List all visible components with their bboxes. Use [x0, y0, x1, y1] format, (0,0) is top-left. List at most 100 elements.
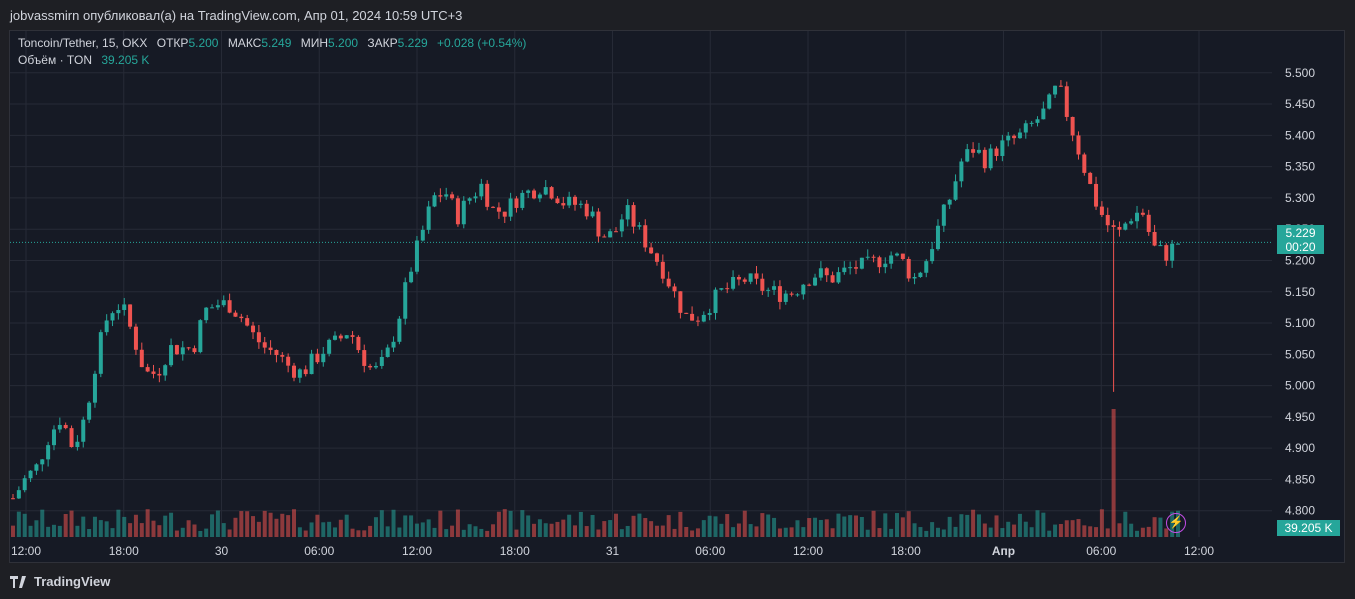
candle-body: [1117, 226, 1122, 230]
volume-bar: [672, 528, 677, 537]
volume-bar: [286, 515, 291, 537]
candle-body: [813, 277, 818, 286]
volume-bar: [736, 523, 741, 537]
candle-body: [935, 225, 940, 250]
candle-body: [1094, 183, 1099, 207]
candle-body: [221, 300, 226, 306]
volume-bar: [227, 529, 232, 537]
volume-bars: [11, 409, 1180, 537]
candle-body: [567, 196, 572, 206]
volume-bar: [830, 528, 835, 537]
time-tick-label: 18:00: [109, 544, 139, 558]
volume-bar: [959, 514, 964, 537]
price-tick-label: 5.400: [1285, 128, 1315, 142]
volume-bar: [46, 526, 51, 537]
candle-body: [215, 305, 220, 308]
volume-bar: [496, 511, 501, 537]
candle-body: [315, 353, 320, 363]
open-value: 5.200: [188, 36, 219, 50]
volume-bar: [713, 516, 718, 537]
candle-body: [297, 369, 302, 378]
high-value: 5.249: [261, 36, 292, 50]
volume-bar: [807, 518, 812, 537]
volume-bar: [210, 514, 215, 537]
tradingview-brand[interactable]: TradingView: [10, 574, 110, 589]
candle-body: [971, 149, 976, 153]
candle-body: [602, 236, 607, 238]
volume-bar: [268, 512, 273, 537]
volume-bar: [151, 520, 156, 537]
low-value: 5.200: [328, 36, 359, 50]
candle-body: [608, 231, 613, 238]
candle-body: [514, 198, 519, 208]
candle-body: [1070, 116, 1075, 136]
candle-body: [432, 195, 437, 207]
candle-body: [1140, 212, 1145, 215]
candle-body: [1176, 243, 1180, 245]
volume-bar: [11, 525, 15, 537]
symbol-label[interactable]: Toncoin/Tether, 15, OKX: [18, 36, 148, 50]
volume-bar: [561, 519, 566, 537]
candle-body: [754, 273, 759, 279]
volume-bar: [1012, 524, 1017, 537]
candle-body: [976, 149, 981, 153]
candle-body: [22, 478, 27, 491]
candle-body: [613, 231, 618, 233]
candle-body: [824, 268, 829, 276]
volume-bar: [432, 527, 437, 537]
candle-body: [631, 205, 636, 227]
lightning-icon[interactable]: ⚡: [1166, 513, 1186, 533]
volume-bar: [848, 515, 853, 537]
grid-lines: [10, 31, 1272, 537]
volume-bar: [444, 529, 449, 537]
candle-body: [924, 261, 929, 273]
candle-body: [75, 441, 80, 448]
volume-bar: [297, 527, 302, 537]
volume-bar: [473, 526, 478, 537]
candle-body: [502, 211, 507, 217]
volume-bar: [590, 514, 595, 537]
volume-bar: [368, 525, 373, 537]
volume-bar: [426, 519, 431, 537]
volume-bar: [75, 525, 80, 537]
candle-body: [210, 307, 215, 309]
candle-body: [584, 203, 589, 217]
volume-bar: [754, 526, 759, 537]
volume-bar: [859, 516, 864, 537]
chart-frame: [9, 30, 1345, 563]
candle-body: [807, 284, 812, 286]
volume-bar: [1111, 409, 1116, 537]
candle-body: [982, 149, 987, 169]
volume-bar: [836, 513, 841, 537]
candle-body: [57, 424, 62, 430]
candle-body: [356, 336, 361, 351]
candle-body: [151, 371, 156, 374]
candle-body: [953, 181, 958, 200]
volume-bar: [174, 530, 179, 537]
candle-body: [1064, 86, 1069, 117]
candle-body: [40, 459, 45, 465]
candlestick-chart[interactable]: 4.800 4.850 4.900 4.950 5.000 5.050 5.100 5.150…: [10, 31, 1344, 562]
volume-bar: [373, 517, 378, 537]
volume-bar: [543, 523, 548, 537]
candle-body: [736, 276, 741, 280]
volume-bar: [912, 523, 917, 537]
candle-body: [444, 194, 449, 197]
time-tick-label: 06:00: [304, 544, 334, 558]
candle-body: [16, 490, 21, 499]
volume-bar: [92, 516, 97, 537]
high-label: МАКС: [227, 36, 262, 50]
candle-body: [818, 268, 823, 278]
volume-bar: [491, 524, 496, 537]
candle-body: [63, 424, 68, 429]
candle-body: [532, 190, 537, 199]
volume-bar: [1129, 523, 1134, 537]
candle-body: [110, 313, 115, 321]
candle-body: [46, 445, 51, 460]
candle-body: [865, 256, 870, 258]
volume-bar: [256, 521, 261, 537]
volume-tag: 39.205 K: [1277, 520, 1340, 536]
volume-bar: [731, 527, 736, 537]
volume-bar: [163, 515, 168, 537]
candle-body: [268, 347, 273, 351]
